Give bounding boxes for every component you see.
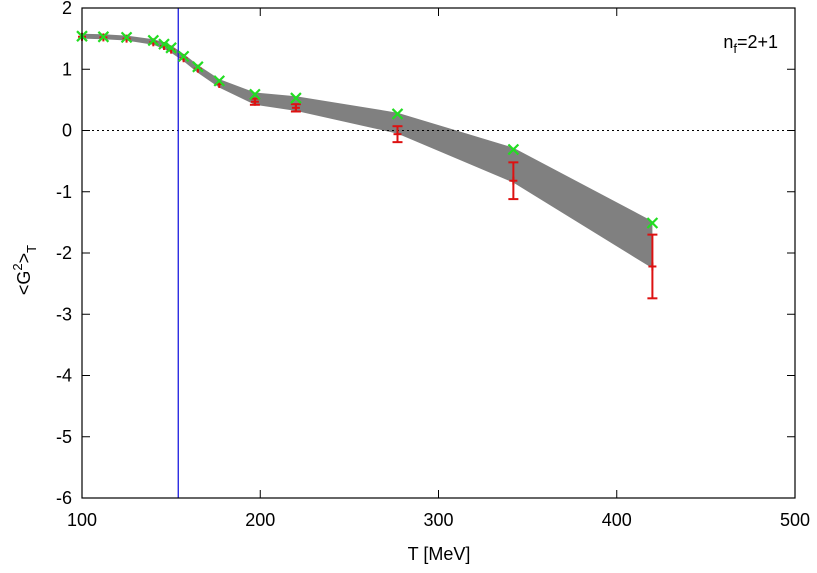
- red-point: [508, 161, 519, 201]
- y-axis-label-close: >: [14, 253, 34, 264]
- green-point: [147, 34, 160, 47]
- red-point: [647, 233, 658, 300]
- green-point-b: [507, 143, 520, 156]
- y-tick-label: -6: [56, 488, 72, 508]
- y-tick-label: -5: [56, 427, 72, 447]
- green-point-b: [177, 50, 190, 63]
- green-point: [507, 143, 520, 156]
- y-axis-label-main: <G: [14, 271, 34, 296]
- y-axis-label-sup: 2: [10, 263, 25, 270]
- green-point-b: [192, 61, 204, 73]
- y-tick-label: -4: [56, 366, 72, 386]
- y-tick-label: 0: [62, 121, 72, 141]
- x-tick-label: 100: [67, 510, 97, 530]
- y-axis-label: <G2>T: [10, 245, 39, 295]
- green-point: [391, 108, 404, 120]
- annotation-sub: f: [733, 41, 737, 56]
- green-point-b: [213, 75, 226, 87]
- labels-layer: T [MeV] <G2>T nf=2+1: [10, 32, 778, 564]
- green-point-b: [290, 92, 302, 104]
- green-point: [120, 31, 133, 44]
- annotation-nf: nf=2+1: [723, 32, 778, 56]
- ticks-layer: 100 200 300 400 500 -6 -5 -4 -3 -2 -1 0 1 2: [56, 0, 810, 530]
- green-point: [290, 92, 302, 104]
- annotation-base: n: [723, 32, 733, 52]
- green-point-b: [97, 31, 110, 43]
- green-point-b: [646, 217, 659, 229]
- y-tick-label: -1: [56, 182, 72, 202]
- green-point-b: [158, 38, 170, 50]
- x-tick-label: 400: [602, 510, 632, 530]
- green-point: [97, 31, 110, 43]
- x-tick-label: 200: [245, 510, 275, 530]
- green-point: [213, 75, 226, 87]
- green-point-b: [249, 88, 261, 101]
- red-point: [392, 125, 403, 144]
- x-tick-label: 300: [423, 510, 453, 530]
- y-tick-label: -2: [56, 243, 72, 263]
- green-point-b: [391, 108, 404, 120]
- green-point: [177, 50, 190, 63]
- annotation-rest: =2+1: [737, 32, 778, 52]
- green-point-b: [147, 34, 160, 47]
- red-point: [290, 103, 301, 113]
- green-point: [646, 217, 659, 229]
- y-tick-label: 2: [62, 0, 72, 18]
- green-point-b: [165, 42, 177, 54]
- green-point: [249, 88, 261, 101]
- x-axis-label: T [MeV]: [408, 544, 471, 564]
- green-point: [165, 42, 177, 54]
- y-axis-label-sub: T: [24, 245, 39, 253]
- y-tick-label: -3: [56, 304, 72, 324]
- green-point: [158, 38, 170, 50]
- x-tick-label: 500: [780, 510, 810, 530]
- y-tick-label: 1: [62, 59, 72, 79]
- green-point-b: [120, 31, 133, 44]
- green-point: [192, 61, 204, 73]
